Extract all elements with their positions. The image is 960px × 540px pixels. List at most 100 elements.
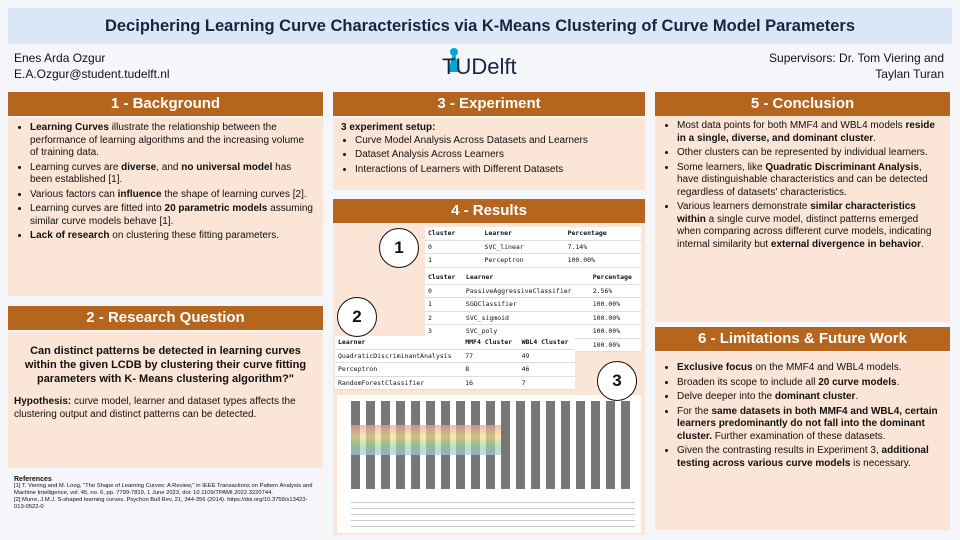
- cell: 100.00%: [589, 311, 641, 325]
- section-heading: 1 - Background: [8, 92, 323, 116]
- bold-run: Exclusive focus: [677, 362, 753, 373]
- cell: 100.00%: [589, 338, 641, 352]
- chart-legend: [351, 497, 635, 529]
- cell: PassiveAggressiveClassifier: [462, 284, 590, 298]
- header-cell: Cluster: [425, 227, 482, 241]
- list: Exclusive focus on the MMF4 and WBL4 mod…: [663, 362, 942, 470]
- reference: [1] T. Viering and M. Loog, "The Shape o…: [14, 483, 313, 496]
- text-run: .: [873, 132, 876, 144]
- row: 0 SVC_linear 7.14%: [425, 240, 641, 254]
- chart-image: [337, 395, 641, 533]
- bold-run: Quadratic Discriminant Analysis: [765, 161, 919, 173]
- text-run: the shape of learning curves [2].: [161, 188, 307, 200]
- text-run: Other clusters can be represented by ind…: [677, 147, 928, 158]
- header-cell: Percentage: [589, 271, 641, 285]
- section-heading: 4 - Results: [333, 199, 645, 223]
- text-run: , and: [156, 161, 182, 173]
- text-run: assuming similar curve models behave [1]…: [30, 203, 313, 227]
- bold-run: similar characteristics within: [677, 201, 916, 225]
- bold-run: dominant cluster: [774, 391, 856, 402]
- cell: 2: [425, 311, 463, 325]
- author-name: Enes Arda Ozgur: [14, 51, 106, 65]
- list: Most data points for both MMF4 and WBL4 …: [663, 120, 942, 251]
- bold-run: Learning Curves: [30, 122, 109, 133]
- text-run: Most data points for both MMF4 and WBL4 …: [677, 120, 906, 131]
- text-run: Various factors can: [30, 188, 118, 200]
- header-row: Learner MMF4 Cluster WBL4 Cluster: [335, 336, 575, 350]
- text-run: on the MMF4 and WBL4 models.: [752, 362, 902, 373]
- cell: 16: [462, 376, 519, 390]
- list-item: Lack of research on clustering these fit…: [30, 230, 315, 243]
- limitations-box: Exclusive focus on the MMF4 and WBL4 mod…: [655, 352, 950, 530]
- text-run: Various learners demonstrate: [677, 201, 811, 212]
- bold-run: diverse: [121, 161, 157, 173]
- text-run: , have distinguishable characteristics a…: [677, 161, 928, 198]
- header-cell: Cluster: [425, 271, 463, 285]
- text-run: Delve deeper into the: [677, 391, 775, 402]
- section-heading: 6 - Limitations & Future Work: [655, 327, 950, 351]
- text-run: Further examination of these datasets.: [712, 430, 886, 442]
- row: 2 SVC_sigmoid 100.00%: [425, 311, 641, 325]
- text-run: Some learners, like: [677, 161, 766, 173]
- list-item: Exclusive focus on the MMF4 and WBL4 mod…: [677, 362, 942, 375]
- cell: 1: [425, 253, 482, 268]
- supervisors: Supervisors: Dr. Tom Viering and Taylan …: [769, 51, 944, 81]
- list-item: Some learners, like Quadratic Discrimina…: [677, 162, 942, 200]
- row: 1 Perceptron 100.00%: [425, 253, 641, 268]
- list-item: Given the contrasting results in Experim…: [677, 445, 942, 470]
- list: Curve Model Analysis Across Datasets and…: [341, 135, 637, 177]
- experiment-intro: 3 experiment setup:: [341, 122, 436, 133]
- reference: [2] Murre, J.M.J. S-shaped learning curv…: [14, 497, 308, 510]
- list-item: Most data points for both MMF4 and WBL4 …: [677, 120, 942, 145]
- text-run: Broaden its scope to include all: [677, 376, 819, 388]
- list-item: Learning curves are diverse, and no univ…: [30, 162, 315, 187]
- list-item: Interactions of Learners with Different …: [355, 164, 637, 177]
- logo-text: TUDelft: [442, 54, 517, 79]
- cell: RandomForestClassifier: [335, 376, 463, 390]
- header-row: Cluster Learner Percentage: [425, 271, 641, 285]
- cell: 100.00%: [589, 324, 641, 339]
- text-run: is necessary.: [850, 457, 911, 469]
- list-item: Various factors can influence the shape …: [30, 189, 315, 202]
- bold-run: 20 parametric models: [164, 203, 268, 214]
- conclusion-box: Most data points for both MMF4 and WBL4 …: [655, 116, 950, 322]
- cell: 2.56%: [589, 284, 641, 298]
- text-run: For the: [677, 405, 712, 417]
- cell: 46: [518, 362, 575, 377]
- background-box: Learning Curves illustrate the relations…: [8, 118, 323, 296]
- marker: 1: [379, 228, 419, 268]
- text-run: has been established [1].: [30, 161, 292, 186]
- header-cell: Learner: [462, 271, 590, 285]
- bold-run: 20 curve models: [818, 376, 897, 388]
- text-run: Learning curves are: [30, 161, 122, 173]
- results-box: Cluster Learner Percentage 0 SVC_linear 7.14%…: [333, 223, 645, 535]
- bold-run: same datasets in both MMF4 and WBL4, cer…: [677, 405, 938, 442]
- row: QuadraticDiscriminantAnalysis 77 49: [335, 349, 575, 363]
- reference-list: [1] T. Viering and M. Loog, "The Shape o…: [14, 483, 319, 511]
- marker: 3: [597, 361, 637, 401]
- hypothesis-label: Hypothesis:: [14, 396, 72, 407]
- list-item: Various learners demonstrate similar cha…: [677, 201, 942, 251]
- cell: 8: [462, 362, 519, 377]
- row: 1 SGDClassifier 100.00%: [425, 297, 641, 312]
- row: RandomForestClassifier 16 7: [335, 376, 575, 390]
- row: Perceptron 8 46: [335, 362, 575, 377]
- list-item: For the same datasets in both MMF4 and W…: [677, 406, 942, 444]
- logo-icon: [448, 48, 460, 72]
- text-run: a single curve model, distinct patterns …: [677, 213, 932, 250]
- section-heading: 3 - Experiment: [333, 92, 645, 116]
- list-item: Learning Curves illustrate the relations…: [30, 122, 315, 160]
- cell: Perceptron: [335, 362, 463, 377]
- text-run: .: [920, 238, 924, 250]
- cell: SVC_sigmoid: [462, 311, 590, 325]
- text-run: on clustering these fitting parameters.: [109, 230, 280, 241]
- section-heading: 5 - Conclusion: [655, 92, 950, 116]
- cell: 100.00%: [564, 253, 641, 268]
- cell: 100.00%: [589, 297, 641, 312]
- author-email: E.A.Ozgur@student.tudelft.nl: [14, 67, 170, 81]
- cell: 77: [462, 349, 519, 363]
- cell: SVC_linear: [481, 240, 565, 254]
- logo: TUDelft: [440, 44, 530, 82]
- text-run: .: [855, 391, 859, 402]
